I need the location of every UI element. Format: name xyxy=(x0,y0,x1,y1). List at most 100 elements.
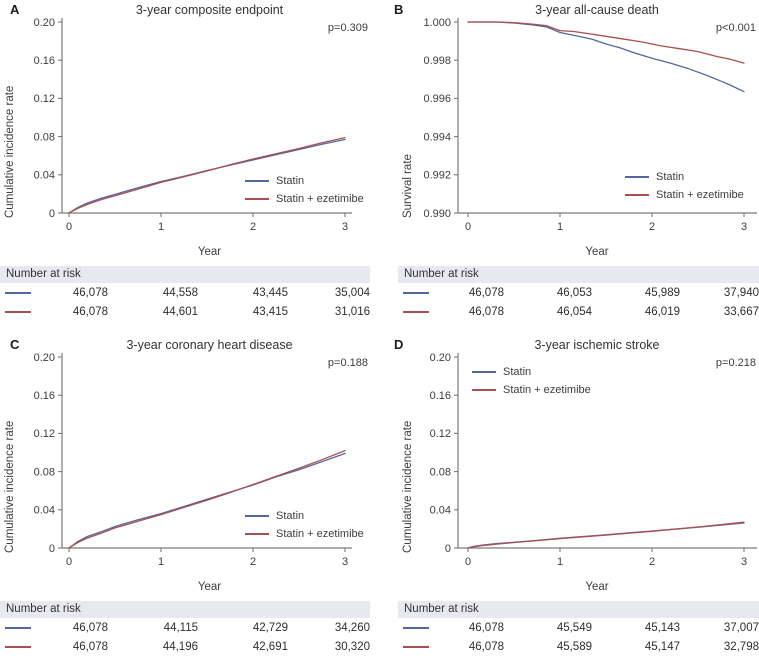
ezetimibe-line-swatch xyxy=(403,310,429,313)
x-tick-label: 0 xyxy=(465,221,471,233)
curve-statin-ezetimibe xyxy=(68,449,346,549)
p-value: p<0.001 xyxy=(715,22,756,34)
panel-ischemic-stroke: D 3-year ischemic stroke p=0.218 Cumulat… xyxy=(380,335,759,665)
panel-title: 3-year coronary heart disease xyxy=(126,338,293,352)
panel-all-cause-death: B 3-year all-cause death p<0.001 Surviva… xyxy=(380,0,759,333)
x-tick-label: 3 xyxy=(342,221,348,233)
statin-line-swatch xyxy=(625,176,649,178)
panel-composite-endpoint: A 3-year composite endpoint p=0.309 Cumu… xyxy=(0,0,379,333)
risk-value: 46,078 xyxy=(72,621,108,634)
legend: Statin Statin + ezetimibe xyxy=(472,363,591,399)
x-tick-label: 2 xyxy=(250,556,256,568)
risk-row-ezetimibe: 46,078 44,601 43,415 31,016 xyxy=(0,302,370,321)
y-tick-label: 0.20 xyxy=(34,17,55,29)
curve-statin-ezetimibe xyxy=(467,21,745,64)
legend-item-ezetimibe: Statin + ezetimibe xyxy=(245,190,364,208)
y-tick-label: 0.992 xyxy=(423,170,451,182)
risk-value: 45,989 xyxy=(644,286,680,299)
risk-row-statin: 46,078 44,558 43,445 35,004 xyxy=(0,283,370,302)
risk-value: 37,007 xyxy=(723,621,759,634)
risk-value: 44,196 xyxy=(162,640,198,653)
legend-label: Statin xyxy=(276,510,305,522)
x-tick-label: 2 xyxy=(649,221,655,233)
risk-value: 43,415 xyxy=(252,305,288,318)
x-axis-label: Year xyxy=(197,581,222,593)
risk-value: 30,320 xyxy=(334,640,370,653)
x-tick-label: 0 xyxy=(66,221,72,233)
y-tick-label: 0.16 xyxy=(430,390,451,402)
x-tick-label: 3 xyxy=(342,556,348,568)
x-tick-label: 0 xyxy=(66,556,72,568)
p-value: p=0.188 xyxy=(327,357,368,369)
ezetimibe-line-swatch xyxy=(403,645,429,648)
legend-label: Statin + ezetimibe xyxy=(656,189,744,201)
legend-label: Statin xyxy=(656,171,685,183)
statin-line-swatch xyxy=(403,626,429,629)
plot-area: 0 0.04 0.08 0.12 0.16 0.20 0 1 2 3 xyxy=(430,352,757,568)
y-tick-label: 0.990 xyxy=(423,208,451,220)
risk-value: 45,589 xyxy=(556,640,592,653)
risk-value: 46,078 xyxy=(468,305,504,318)
risk-value: 43,445 xyxy=(252,286,288,299)
ezetimibe-line-swatch xyxy=(625,194,649,196)
panel-letter: D xyxy=(394,337,404,352)
risk-value: 46,078 xyxy=(468,640,504,653)
ezetimibe-line-swatch xyxy=(245,533,269,535)
risk-value: 35,004 xyxy=(334,286,370,299)
legend-item-statin: Statin xyxy=(625,168,744,186)
risk-row-statin: 46,078 45,549 45,143 37,007 xyxy=(398,618,759,637)
y-tick-label: 0.16 xyxy=(34,55,55,67)
risk-value: 31,016 xyxy=(334,305,370,318)
y-tick-label: 0.20 xyxy=(34,352,55,364)
x-tick-label: 2 xyxy=(250,221,256,233)
p-value: p=0.218 xyxy=(715,357,756,369)
y-tick-label: 0 xyxy=(49,543,55,555)
x-tick-label: 1 xyxy=(557,556,563,568)
legend-item-ezetimibe: Statin + ezetimibe xyxy=(625,186,744,204)
statin-line-swatch xyxy=(245,515,269,517)
risk-value: 45,549 xyxy=(556,621,592,634)
legend-item-statin: Statin xyxy=(245,507,364,525)
risk-value: 42,729 xyxy=(252,621,288,634)
risk-value: 46,078 xyxy=(468,621,504,634)
x-axis-label: Year xyxy=(197,246,222,258)
legend-item-ezetimibe: Statin + ezetimibe xyxy=(472,381,591,399)
x-tick-label: 1 xyxy=(557,221,563,233)
risk-value: 46,019 xyxy=(644,305,680,318)
y-tick-label: 0.996 xyxy=(423,93,451,105)
x-tick-label: 1 xyxy=(158,221,164,233)
curve-statin-ezetimibe xyxy=(68,136,346,214)
curve-statin xyxy=(68,452,346,549)
legend-label: Statin xyxy=(503,366,532,378)
y-tick-label: 0.04 xyxy=(430,505,451,517)
risk-row-ezetimibe: 46,078 45,589 45,147 32,798 xyxy=(398,637,759,656)
risk-value: 34,260 xyxy=(334,621,370,634)
y-tick-label: 0.04 xyxy=(34,170,55,182)
x-tick-label: 3 xyxy=(741,556,747,568)
x-tick-label: 2 xyxy=(649,556,655,568)
risk-value: 46,078 xyxy=(72,640,108,653)
y-tick-label: 0.08 xyxy=(34,466,55,478)
panel-title: 3-year all-cause death xyxy=(535,3,659,17)
risk-value: 42,691 xyxy=(252,640,288,653)
y-tick-label: 0 xyxy=(445,543,451,555)
legend-item-ezetimibe: Statin + ezetimibe xyxy=(245,525,364,543)
x-tick-label: 0 xyxy=(465,556,471,568)
ezetimibe-line-swatch xyxy=(5,645,31,648)
risk-value: 46,053 xyxy=(556,286,592,299)
y-tick-label: 0.998 xyxy=(423,55,451,67)
y-tick-label: 0.04 xyxy=(34,505,55,517)
risk-value: 33,667 xyxy=(723,305,759,318)
risk-value: 44,601 xyxy=(162,305,198,318)
plot-area: 0 0.04 0.08 0.12 0.16 0.20 0 1 2 3 xyxy=(34,17,352,233)
panel-letter: C xyxy=(10,337,20,352)
legend-label: Statin + ezetimibe xyxy=(276,528,364,540)
number-at-risk-table: Number at risk 46,078 44,115 42,729 34,2… xyxy=(0,601,370,656)
risk-value: 44,115 xyxy=(163,621,198,634)
curve-statin-ezetimibe xyxy=(467,521,745,549)
risk-table-header: Number at risk xyxy=(398,266,759,283)
x-axis-label: Year xyxy=(585,246,609,258)
plot-area: 0.990 0.992 0.994 0.996 0.998 1.000 0 1 2 3 xyxy=(423,17,757,233)
ezetimibe-line-swatch xyxy=(5,310,31,313)
y-tick-label: 1.000 xyxy=(423,17,451,29)
